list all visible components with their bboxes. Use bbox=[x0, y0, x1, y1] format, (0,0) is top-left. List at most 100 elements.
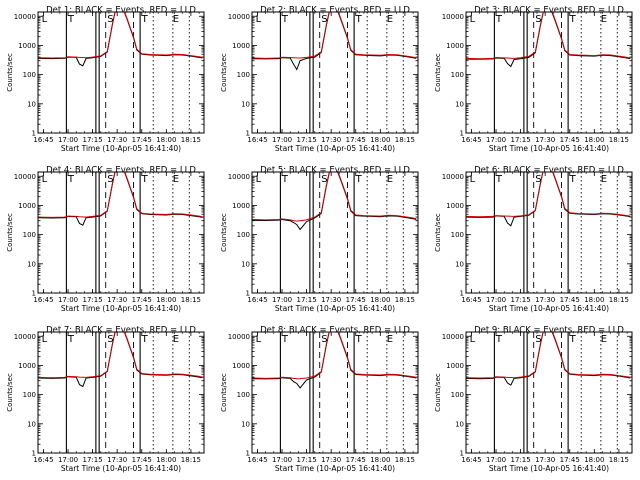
x-tick-label: 16:45 bbox=[247, 456, 267, 464]
x-tick-label: 18:15 bbox=[609, 136, 629, 144]
x-tick-label: 17:15 bbox=[83, 296, 103, 304]
series-line-events bbox=[252, 332, 417, 389]
y-tick-label: 10000 bbox=[442, 13, 464, 21]
y-tick-label: 1000 bbox=[18, 202, 36, 210]
phase-marker-label: L bbox=[42, 174, 48, 185]
chart-panel-9: 1 10 100 1000 10000 16:45 17:00 17:15 17:30 17:45… bbox=[434, 326, 633, 473]
phase-marker-label: E bbox=[387, 14, 393, 25]
phase-marker-label: E bbox=[173, 174, 179, 185]
y-axis-label: Counts/sec bbox=[434, 213, 442, 252]
x-tick-label: 17:45 bbox=[346, 296, 366, 304]
phase-marker-label: L bbox=[42, 334, 48, 345]
y-tick-label: 100 bbox=[237, 391, 250, 399]
x-tick-label: 17:00 bbox=[486, 456, 506, 464]
y-tick-label: 100 bbox=[451, 71, 464, 79]
phase-marker-label: L bbox=[470, 334, 476, 345]
chart-panel-6: 1 10 100 1000 10000 16:45 17:00 17:15 17:30 17:45… bbox=[434, 166, 633, 313]
y-tick-label: 1000 bbox=[446, 362, 464, 370]
y-tick-label: 10000 bbox=[442, 173, 464, 181]
y-tick-label: 10 bbox=[27, 100, 36, 108]
y-tick-label: 10000 bbox=[228, 173, 250, 181]
y-tick-label: 10 bbox=[455, 100, 464, 108]
chart-panel-2: 1 10 100 1000 10000 16:45 17:00 17:15 17:30 17:45… bbox=[220, 6, 419, 153]
x-axis-label: Start Time (10-Apr-05 16:41:40) bbox=[489, 464, 609, 473]
x-tick-label: 16:45 bbox=[461, 136, 481, 144]
y-tick-label: 1000 bbox=[18, 42, 36, 50]
y-tick-label: 10 bbox=[27, 260, 36, 268]
y-axis-label: Counts/sec bbox=[220, 53, 228, 92]
phase-marker-label: L bbox=[256, 14, 262, 25]
x-tick-label: 17:30 bbox=[535, 296, 555, 304]
y-tick-label: 1 bbox=[32, 130, 36, 138]
series-line-lld bbox=[38, 12, 203, 59]
phase-marker-label: T bbox=[495, 14, 503, 25]
phase-marker-label: E bbox=[173, 14, 179, 25]
y-tick-label: 1 bbox=[460, 130, 464, 138]
x-tick-label: 18:00 bbox=[370, 456, 390, 464]
y-tick-label: 1 bbox=[246, 130, 250, 138]
series-line-lld bbox=[466, 172, 631, 218]
phase-marker-label: E bbox=[387, 174, 393, 185]
x-tick-label: 18:15 bbox=[609, 456, 629, 464]
plot-frame bbox=[465, 171, 633, 294]
phase-marker-label: S bbox=[321, 334, 327, 345]
x-tick-label: 16:45 bbox=[461, 296, 481, 304]
chart-title: Det 1: BLACK = Events, RED = LLD bbox=[46, 6, 196, 16]
plot-frame bbox=[37, 11, 205, 134]
phase-marker-label: T bbox=[355, 14, 363, 25]
y-axis-label: Counts/sec bbox=[434, 53, 442, 92]
x-tick-label: 18:00 bbox=[156, 456, 176, 464]
chart-title: Det 9: BLACK = Events, RED = LLD bbox=[474, 326, 624, 336]
phase-marker-label: T bbox=[281, 334, 289, 345]
x-tick-label: 17:30 bbox=[321, 296, 341, 304]
x-tick-label: 18:00 bbox=[584, 296, 604, 304]
phase-marker-label: S bbox=[535, 334, 541, 345]
chart-title: Det 7: BLACK = Events, RED = LLD bbox=[46, 326, 196, 336]
phase-marker-label: L bbox=[470, 14, 476, 25]
phase-marker-label: E bbox=[601, 334, 607, 345]
x-tick-label: 17:00 bbox=[58, 136, 78, 144]
y-tick-label: 10 bbox=[241, 260, 250, 268]
series-line-lld bbox=[466, 332, 631, 379]
x-tick-label: 18:15 bbox=[395, 296, 415, 304]
y-tick-label: 1000 bbox=[18, 362, 36, 370]
y-tick-label: 1 bbox=[32, 290, 36, 298]
x-tick-label: 16:45 bbox=[461, 456, 481, 464]
x-tick-label: 17:45 bbox=[132, 296, 152, 304]
y-tick-label: 10 bbox=[241, 420, 250, 428]
series-line-events bbox=[466, 332, 631, 386]
y-tick-label: 1000 bbox=[446, 202, 464, 210]
x-axis-label: Start Time (10-Apr-05 16:41:40) bbox=[275, 464, 395, 473]
phase-marker-label: S bbox=[535, 14, 541, 25]
x-tick-label: 17:15 bbox=[511, 456, 531, 464]
plot-frame bbox=[37, 171, 205, 294]
x-axis-label: Start Time (10-Apr-05 16:41:40) bbox=[61, 144, 181, 153]
x-tick-label: 17:45 bbox=[132, 136, 152, 144]
phase-marker-label: T bbox=[281, 174, 289, 185]
x-tick-label: 17:15 bbox=[297, 456, 317, 464]
y-tick-label: 10 bbox=[455, 420, 464, 428]
y-tick-label: 10000 bbox=[14, 333, 36, 341]
y-tick-label: 100 bbox=[451, 391, 464, 399]
y-tick-label: 1 bbox=[460, 290, 464, 298]
x-tick-label: 17:45 bbox=[560, 456, 580, 464]
phase-marker-label: L bbox=[256, 334, 262, 345]
phase-marker-label: T bbox=[569, 334, 577, 345]
x-tick-label: 18:00 bbox=[584, 136, 604, 144]
chart-title: Det 5: BLACK = Events, RED = LLD bbox=[260, 166, 410, 176]
phase-marker-label: T bbox=[141, 334, 149, 345]
x-axis-label: Start Time (10-Apr-05 16:41:40) bbox=[61, 464, 181, 473]
series-line-lld bbox=[38, 332, 203, 379]
series-line-lld bbox=[252, 332, 417, 380]
y-axis-label: Counts/sec bbox=[6, 213, 14, 252]
series-line-lld bbox=[252, 12, 417, 59]
x-tick-label: 17:15 bbox=[297, 136, 317, 144]
plot-frame bbox=[251, 331, 419, 454]
phase-marker-label: L bbox=[42, 14, 48, 25]
x-tick-label: 17:45 bbox=[560, 296, 580, 304]
phase-marker-label: E bbox=[601, 174, 607, 185]
x-tick-label: 18:15 bbox=[395, 136, 415, 144]
phase-marker-label: E bbox=[601, 14, 607, 25]
x-tick-label: 17:00 bbox=[272, 296, 292, 304]
x-tick-label: 18:00 bbox=[156, 136, 176, 144]
